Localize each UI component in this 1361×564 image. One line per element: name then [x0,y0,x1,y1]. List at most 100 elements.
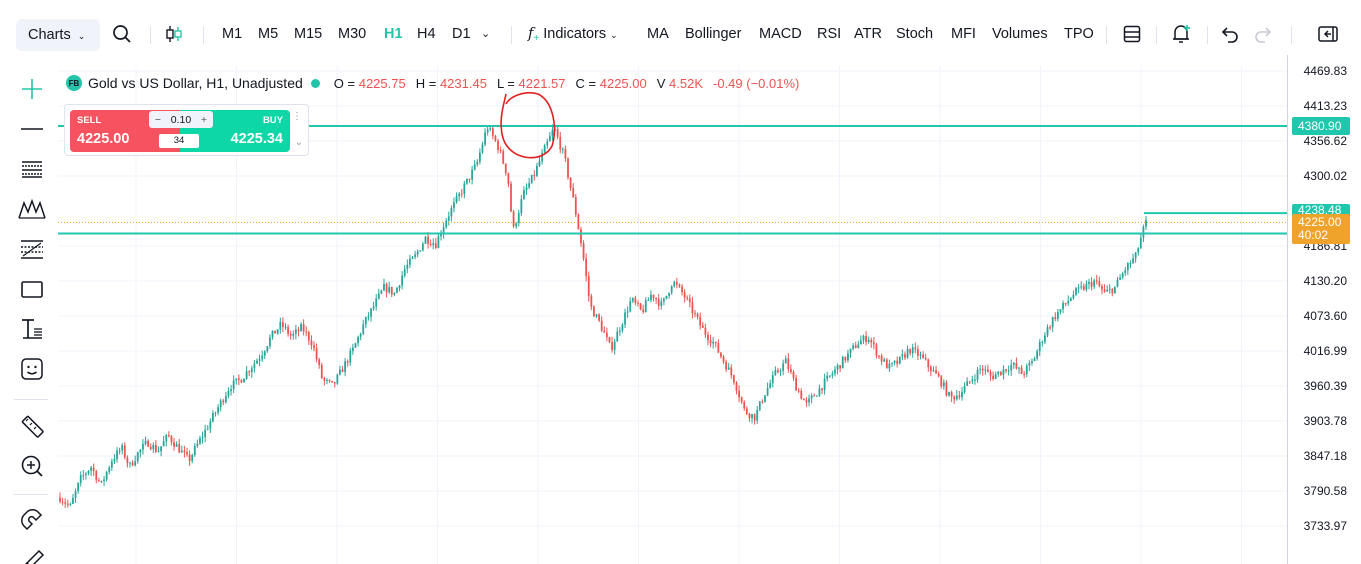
emoji-icon[interactable] [14,351,50,387]
timeframe-d1[interactable]: D1 [452,26,471,42]
candle-body [790,369,792,372]
undo-icon[interactable] [1216,20,1244,48]
candle-body [942,382,945,387]
candle-body [134,461,137,466]
timeframe-m15[interactable]: M15 [294,26,323,42]
quantity-value[interactable]: 0.10 [170,113,192,126]
candle-body [455,196,458,203]
brush-icon[interactable] [14,542,50,564]
indicator-atr[interactable]: ATR [854,26,882,42]
parallel-channel-icon[interactable] [14,151,50,187]
candle-body [777,370,779,372]
candle-body [237,378,240,380]
timeframe-h1[interactable]: H1 [384,26,403,42]
indicator-macd[interactable]: MACD [759,26,802,42]
fib-retracement-icon[interactable] [14,231,50,267]
indicator-tpo[interactable]: TPO [1064,26,1094,42]
indicator-stoch[interactable]: Stoch [896,26,934,42]
indicators-button[interactable]: f+ Indicators ⌄ [528,24,618,49]
timeframe-m5[interactable]: M5 [258,26,279,42]
candle-body [841,356,844,369]
crosshair-plus-icon[interactable] [14,71,50,107]
candle-body [878,355,880,357]
candle-body [478,152,481,162]
candlestick-chart[interactable] [58,66,1287,564]
timeframe-m1[interactable]: M1 [222,26,243,42]
candle-body [1015,363,1018,369]
toolbar-divider [1207,26,1208,44]
timeframe-more-chevron-icon[interactable]: ⌄ [481,28,491,40]
text-icon[interactable] [14,311,50,347]
candle-body [979,368,982,370]
rectangle-icon[interactable] [14,271,50,307]
toolbar-divider [1291,26,1292,44]
candle-body [250,368,253,373]
candle-body [867,339,870,343]
chevron-down-icon[interactable]: ⌄ [294,137,303,148]
quantity-stepper[interactable]: − 0.10 + [149,111,213,128]
timeframe-m30[interactable]: M30 [338,26,367,42]
candle-body [922,354,924,358]
candle-body [1085,283,1088,290]
price-tick-label: 3790.58 [1303,483,1347,498]
candle-body [318,359,321,365]
candle-body [714,341,717,344]
candle-body [774,370,777,376]
candle-body [103,479,105,481]
candle-body [339,369,341,375]
templates-icon[interactable] [1118,20,1146,48]
candlestick-type-icon[interactable] [160,20,188,48]
candle-body [196,443,199,447]
candle-body [375,298,378,307]
indicator-ma[interactable]: MA [647,26,669,42]
candle-body [541,152,543,162]
candle-body [1116,279,1119,287]
indicator-bollinger[interactable]: Bollinger [685,26,742,42]
candle-body [839,365,842,369]
search-icon[interactable] [108,20,136,48]
candle-body [525,187,528,191]
candle-body [499,150,502,152]
candle-body [497,140,499,151]
indicator-mfi[interactable]: MFI [951,26,976,42]
symbol-title[interactable]: Gold vs US Dollar, H1, Unadjusted [88,75,303,91]
timeframe-h4[interactable]: H4 [417,26,436,42]
candle-body [230,389,232,392]
candle-body [1023,373,1026,375]
candle-body [1041,341,1044,343]
candle-body [872,342,875,345]
horizontal-line-icon[interactable] [14,111,50,147]
add-alert-icon[interactable] [1167,20,1195,48]
price-axis[interactable]: 4469.83 4413.23 4356.62 4300.02 4186.81 4130.… [1287,55,1361,564]
magnet-icon[interactable] [14,502,50,538]
indicator-rsi[interactable]: RSI [817,26,842,42]
candle-body [1113,286,1116,294]
candle-body [307,331,310,341]
candle-body [1075,288,1077,295]
zoom-in-icon[interactable] [14,448,50,484]
plus-icon[interactable]: + [200,113,208,126]
candle-body [1088,281,1090,284]
indicator-volumes[interactable]: Volumes [992,26,1048,42]
minus-icon[interactable]: − [154,113,162,126]
top-toolbar: Charts ⌄ M1 M5 M15 M30 H1 H4 D1 ⌄ f+ Ind… [0,0,1361,66]
ruler-icon[interactable] [14,408,50,444]
drag-handle-icon[interactable]: ⋮⋮ [282,111,302,122]
toolbar-divider [1106,26,1107,44]
pattern-icon[interactable] [14,191,50,227]
candle-body [590,296,593,307]
chart-canvas[interactable] [58,66,1287,564]
candle-body [331,381,334,383]
redo-icon[interactable] [1249,20,1277,48]
collapse-panel-icon[interactable] [1314,20,1342,48]
candle-body [149,446,152,450]
charts-dropdown[interactable]: Charts ⌄ [16,19,100,51]
candle-body [445,220,448,228]
candle-body [730,367,733,376]
candle-body [274,330,277,334]
chevron-down-icon: ⌄ [610,30,618,40]
candle-body [530,174,533,184]
candle-body [683,292,686,298]
candle-body [904,354,906,358]
candle-body [416,251,419,255]
